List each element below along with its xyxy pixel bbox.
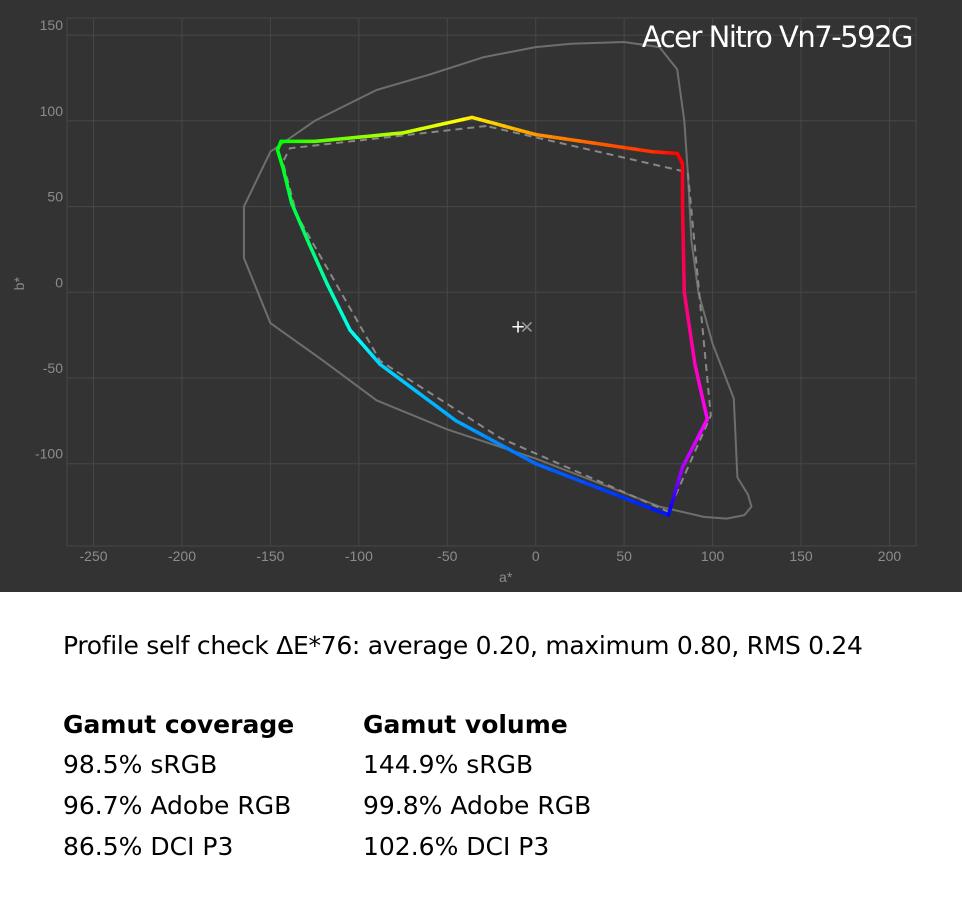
x-tick-label: -50	[437, 548, 457, 564]
visible-spectrum-outline	[242, 41, 753, 520]
white-point-marker: +	[510, 317, 525, 338]
measured-gamut-segment	[435, 404, 449, 416]
x-tick-label: 150	[789, 548, 813, 564]
measured-gamut-segment	[524, 456, 538, 466]
gamut-volume-panel: Gamut volume 144.9% sRGB 99.8% Adobe RGB…	[363, 706, 591, 867]
measured-gamut-segment	[514, 451, 528, 461]
coverage-adobe-rgb: 96.7% Adobe RGB	[63, 791, 292, 820]
y-axis-label: b*	[11, 277, 27, 291]
gamut-coverage-panel: Gamut coverage 98.5% sRGB 96.7% Adobe RG…	[63, 706, 294, 867]
y-tick-label: -50	[43, 360, 63, 376]
measured-gamut-segment	[444, 412, 458, 423]
measured-gamut-segment	[357, 134, 372, 139]
x-tick-label: 0	[532, 548, 540, 564]
measured-gamut-segment	[577, 139, 596, 145]
measured-gamut-segment	[533, 461, 555, 472]
measured-gamut-segment	[548, 134, 567, 141]
x-tick-label: -250	[80, 548, 108, 564]
measured-gamut-segment	[397, 376, 411, 388]
y-tick-label: 150	[40, 17, 64, 33]
measured-gamut-segment	[633, 500, 654, 511]
measured-gamut-segment	[368, 133, 383, 138]
measured-gamut-segment	[616, 494, 637, 505]
chart-title: Acer Nitro Vn7-592G	[641, 20, 914, 54]
white-point-marker: ×	[519, 317, 534, 338]
y-tick-label: -100	[35, 446, 63, 462]
y-tick-label: 100	[40, 103, 64, 119]
measured-gamut-segment	[464, 424, 478, 434]
measured-gamut-segment	[334, 136, 350, 142]
measured-gamut-segment	[416, 390, 430, 402]
measured-gamut-segment	[474, 429, 488, 439]
measured-gamut-segment	[494, 440, 508, 450]
reference-gamut-outline	[281, 125, 712, 514]
x-tick-label: 200	[878, 548, 902, 564]
measured-gamut-segment	[379, 132, 394, 137]
measured-gamut-segment	[346, 135, 361, 140]
measured-gamut-segment	[621, 145, 640, 152]
measured-gamut-segment	[636, 147, 655, 154]
volume-adobe-rgb: 99.8% Adobe RGB	[363, 791, 592, 820]
x-axis-label: a*	[499, 569, 513, 585]
measured-gamut-segment	[600, 487, 621, 498]
gamut-coverage-heading: Gamut coverage	[63, 710, 295, 739]
gamut-volume-heading: Gamut volume	[363, 710, 568, 739]
x-tick-label: 100	[701, 548, 725, 564]
measured-gamut-segment	[567, 474, 588, 485]
plot-frame	[66, 17, 917, 547]
x-tick-label: -150	[256, 548, 284, 564]
gamut-chart: -250 -200 -150 -100 -50 0 50 100 150 200 -100 -50 0 5…	[0, 0, 962, 592]
measured-gamut-segment	[484, 435, 498, 445]
measured-gamut-segment	[504, 445, 518, 455]
measured-gamut-segment	[606, 143, 626, 150]
x-tick-label: -100	[345, 548, 373, 564]
measured-gamut-segment	[387, 369, 401, 381]
measured-gamut-segment	[563, 137, 582, 143]
measured-gamut-segment	[592, 141, 611, 148]
measured-gamut-segment	[533, 132, 553, 139]
gamut-plot: -250 -200 -150 -100 -50 0 50 100 150 200 -100 -50 0 5…	[11, 17, 917, 585]
volume-dci-p3: 102.6% DCI P3	[363, 832, 550, 861]
x-tick-label: -200	[168, 548, 196, 564]
measured-gamut-segment	[406, 383, 420, 395]
measured-gamut-segment	[390, 131, 405, 136]
volume-srgb: 144.9% sRGB	[363, 750, 534, 779]
measured-gamut-segment	[470, 115, 482, 122]
coverage-srgb: 98.5% sRGB	[63, 750, 218, 779]
measured-gamut-segment	[650, 506, 671, 517]
measured-gamut-segment	[425, 397, 439, 409]
measured-gamut-segment	[454, 419, 468, 428]
y-tick-label: 50	[47, 189, 63, 205]
measured-gamut-segment	[378, 362, 392, 374]
measured-gamut-segment	[583, 481, 604, 492]
coverage-dci-p3: 86.5% DCI P3	[63, 832, 234, 861]
measured-gamut-segment	[312, 138, 328, 144]
measured-gamut-segment	[323, 137, 339, 143]
measured-gamut-segment	[550, 468, 571, 479]
x-tick-label: 50	[616, 548, 632, 564]
y-tick-label: 0	[55, 274, 63, 290]
profile-self-check: Profile self check ΔE*76: average 0.20, …	[63, 631, 863, 660]
